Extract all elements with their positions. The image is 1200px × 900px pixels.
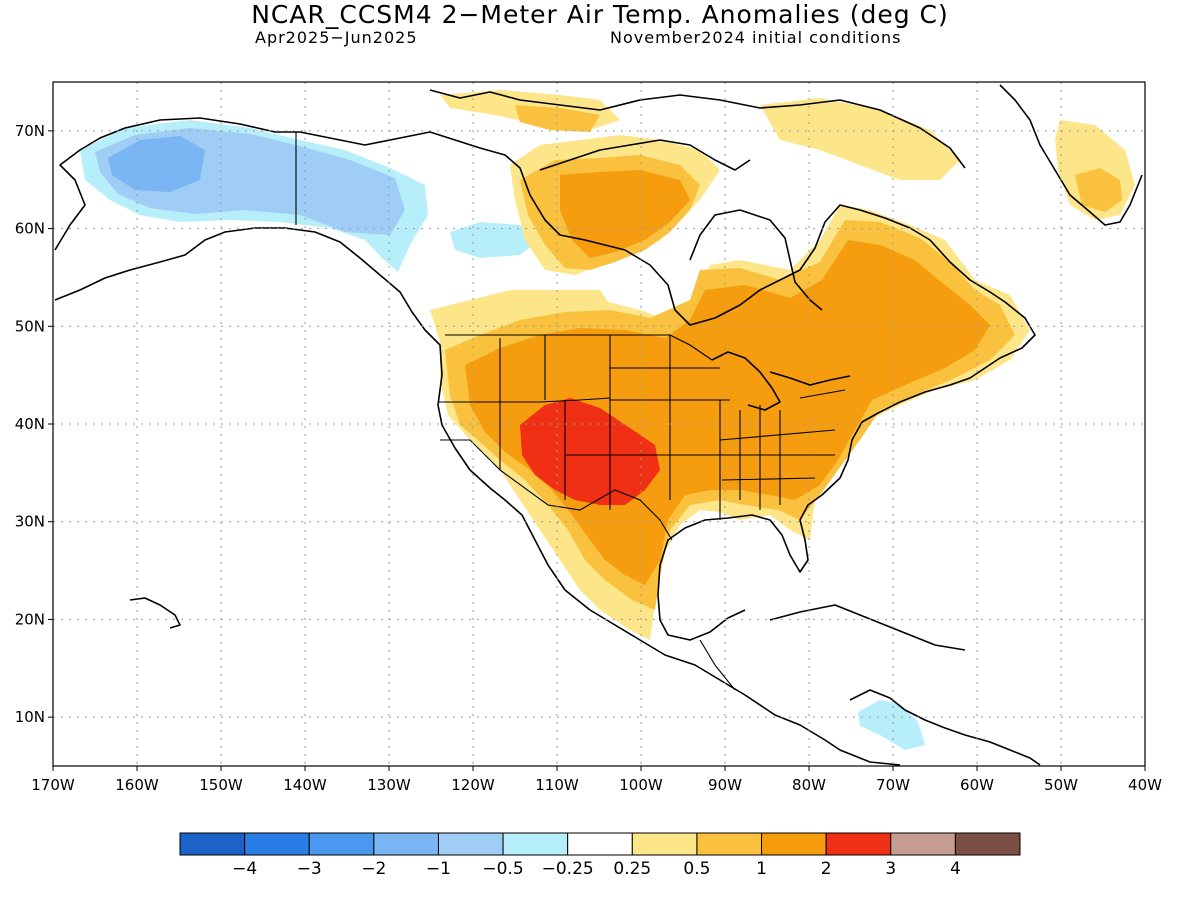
y-tick-label: 50N — [15, 317, 45, 335]
colorbar-label: 1 — [756, 859, 767, 879]
map-plot-area — [53, 82, 1145, 766]
graticule — [53, 82, 1145, 766]
shading-minus-0-25-central-america — [858, 700, 925, 750]
colorbar-label: 2 — [821, 859, 832, 879]
colorbar-label: −4 — [232, 859, 257, 879]
x-tick-label: 150W — [199, 776, 243, 794]
colorbar-swatch — [761, 832, 827, 856]
colorbar-swatch — [437, 832, 504, 856]
initial-conditions: November2024 initial conditions — [610, 28, 902, 47]
colorbar-label: −0.5 — [482, 859, 523, 879]
colorbar-swatch — [954, 832, 1021, 856]
colorbar-label: −1 — [426, 859, 451, 879]
colorbar-swatch — [308, 832, 375, 856]
map-title: NCAR_CCSM4 2−Meter Air Temp. Anomalies (… — [251, 0, 949, 29]
colorbar-swatch — [825, 832, 892, 856]
forecast-period: Apr2025−Jun2025 — [255, 28, 418, 47]
y-axis-ticks: 10N 20N 30N 40N 50N 60N 70N — [15, 122, 53, 726]
x-tick-label: 60W — [960, 776, 994, 794]
shading-plus-0-25-baffin — [760, 98, 960, 180]
x-tick-label: 80W — [792, 776, 826, 794]
colorbar-swatch — [373, 832, 439, 856]
shading-plus-0-5-arctic — [515, 105, 600, 132]
colorbar-swatch — [696, 832, 763, 856]
shading-plus-0-5-greenland — [1075, 168, 1122, 212]
x-tick-label: 170W — [31, 776, 75, 794]
colorbar-label: −0.25 — [542, 859, 594, 879]
x-tick-label: 90W — [708, 776, 742, 794]
colorbar-label: 4 — [950, 859, 961, 879]
y-tick-label: 20N — [15, 610, 45, 628]
y-tick-label: 40N — [15, 415, 45, 433]
political-borders — [295, 132, 846, 691]
shading-plus-1-north — [560, 170, 690, 258]
colorbar-swatch — [244, 832, 310, 856]
x-tick-label: 50W — [1044, 776, 1078, 794]
x-tick-label: 40W — [1128, 776, 1162, 794]
x-tick-label: 110W — [535, 776, 579, 794]
x-tick-label: 70W — [876, 776, 910, 794]
x-tick-label: 160W — [115, 776, 159, 794]
colorbar-swatch — [179, 832, 246, 856]
y-tick-label: 30N — [15, 513, 45, 531]
y-tick-label: 60N — [15, 220, 45, 238]
x-tick-label: 100W — [619, 776, 663, 794]
colorbar: −4 −3 −2 −1 −0.5 −0.25 0.25 0.5 1 2 3 4 — [179, 832, 1021, 879]
anomaly-shading — [80, 90, 1135, 750]
y-tick-label: 70N — [15, 122, 45, 140]
y-tick-label: 10N — [15, 708, 45, 726]
colorbar-label: −2 — [361, 859, 386, 879]
x-tick-label: 130W — [367, 776, 411, 794]
x-tick-label: 140W — [283, 776, 327, 794]
shading-minus-0-25-hudson-west — [450, 222, 540, 258]
shading-minus-1-alaska — [108, 136, 205, 192]
colorbar-label: −3 — [297, 859, 322, 879]
x-tick-label: 120W — [451, 776, 495, 794]
shading-plus-0-25-west-canada — [430, 290, 610, 342]
colorbar-label: 3 — [885, 859, 896, 879]
colorbar-swatch — [502, 832, 569, 856]
colorbar-label: 0.25 — [613, 859, 651, 879]
colorbar-swatch — [631, 832, 698, 856]
colorbar-swatch — [890, 832, 956, 856]
colorbar-label: 0.5 — [683, 859, 710, 879]
x-axis-ticks: 170W 160W 150W 140W 130W 120W 110W 100W 90W 80W 70… — [31, 766, 1162, 794]
coastlines — [54, 84, 1143, 766]
colorbar-swatch — [567, 832, 633, 856]
shading-plus-2-southwest — [520, 398, 660, 505]
